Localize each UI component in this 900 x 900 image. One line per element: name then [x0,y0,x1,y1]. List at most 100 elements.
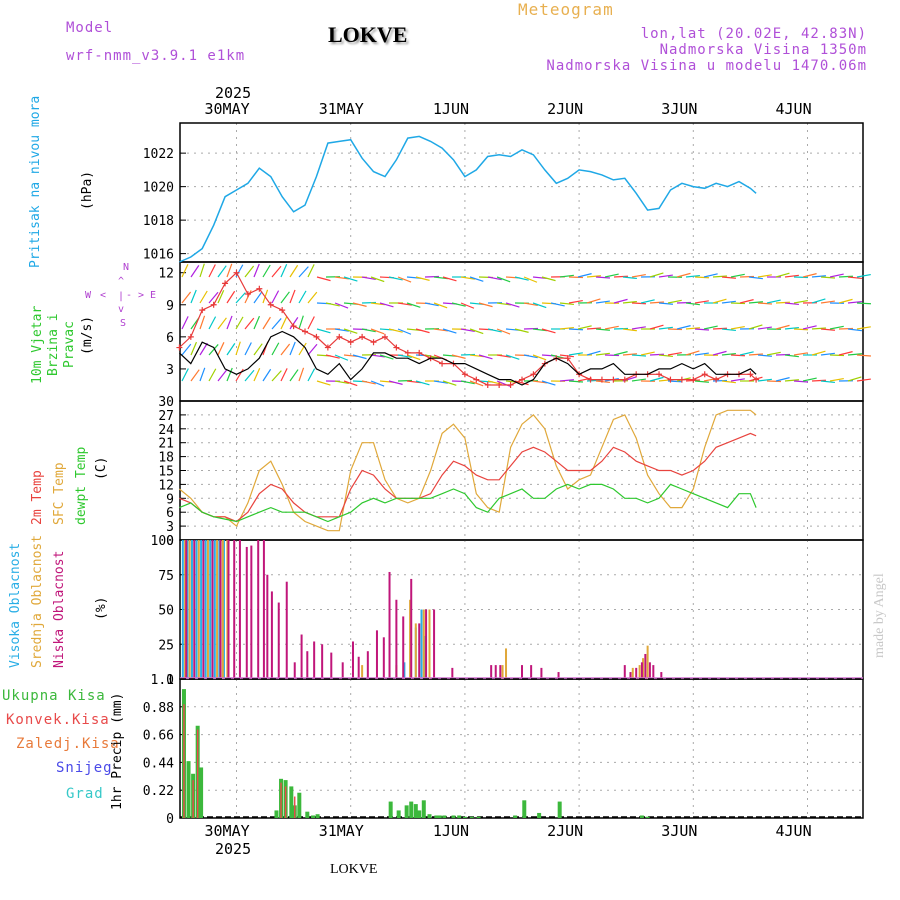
wind-arrow [397,276,412,283]
y-tick-label: 0.22 [143,784,174,799]
pressure-line [179,135,757,263]
compass-mark: - [126,290,133,301]
wind-arrow [181,368,189,382]
cloud-low-bar [357,656,360,679]
precip-total-bar [409,801,414,818]
cloud-low-bar [341,662,344,679]
cloud-low-bar [402,616,405,679]
wind-arrow [271,265,282,278]
wind-arrow [721,380,736,384]
y-tick-label: 6 [166,331,174,346]
wind-arrow [856,326,871,330]
wind-arrow [613,275,629,278]
cloud-mid-bar [422,609,425,679]
precip-total-bar [537,812,542,818]
wind-gust-point [598,376,605,383]
coords: lon,lat (20.02E, 42.83N) [640,26,867,42]
precip-total-bar [396,810,401,818]
wind-arrow [253,315,261,330]
cloud-low-bar [425,609,428,679]
bottom-day-label: 4JUN [775,822,812,840]
cloud-high-bar [190,540,193,679]
elevation: Nadmorska Visina 1350m [659,42,867,58]
cloud-low-bar [250,545,253,679]
wind-arrow [676,272,691,278]
wind-arrow [793,328,809,331]
wind-arrow [649,272,664,278]
wind-gust-point [667,376,674,383]
wind-gust-point [507,381,514,388]
wind-arrow [487,328,502,333]
cloud-low-bar [499,665,502,679]
wind-gust-point [187,333,194,340]
wind-arrow [451,302,466,307]
wind-arrow [271,318,282,330]
cloud-low-bar [540,667,543,679]
wind-gust-point [678,376,685,383]
wind-arrow [523,302,538,307]
cloud-low-bar [388,571,391,679]
wind-gust-point [302,328,309,335]
cloud-low-bar [233,540,236,679]
cloud-low-bar [185,540,188,679]
wind-arrow [442,276,457,282]
wind-arrow [298,367,305,382]
precip-total-bar [413,804,418,818]
wind-gust-point [747,371,754,378]
cloud-mid-bar [646,645,649,679]
wind-arrow [721,300,736,304]
wind-arrow [235,341,241,356]
wind-arrow [559,326,574,330]
y-tick-label: 1020 [143,181,174,196]
wind-arrow [199,263,205,278]
wind-arrow [208,291,219,304]
cloud-high-bar [195,540,198,679]
wind-arrow [433,302,448,309]
year-top: 2025 [215,84,252,102]
cloud-low-bar [644,653,647,679]
wind-arrow [523,354,538,359]
wind-arrow [856,354,872,357]
cloud-high-bar [181,540,184,679]
cloud-low-bar [521,665,523,679]
wind-arrow [595,276,611,279]
wind-arrow [181,316,189,330]
wind-arrow [829,377,844,382]
cloud-low-bar [530,665,533,679]
wind-arrow [766,299,781,304]
compass-mark: | [118,291,125,302]
wind-arrow [856,378,871,382]
wind-arrow [307,343,318,356]
wind-arrow [721,352,736,356]
wind-arrow [649,376,664,382]
wind-arrow [469,354,484,358]
cloud-low-bar [238,540,241,679]
y-tick-label: 25 [158,638,174,653]
wind-arrow [532,302,547,309]
wind-arrow [658,302,673,305]
precip-total-bar [639,815,644,818]
wind-arrow [541,380,556,386]
wind-arrow [316,380,331,386]
bottom-day-label: 31MAY [318,822,364,840]
wind-arrow [397,328,412,335]
wind-arrow [361,276,376,281]
wind-arrow [217,317,227,330]
wind-arrow [748,276,763,280]
wind-arrow [469,380,484,387]
wind-gust-point [267,301,274,308]
y-tick-label: 0 [166,812,174,827]
cloud-mid-bar [197,540,200,679]
cloud-high-bar [218,540,221,679]
wind-arrow [784,326,799,330]
wind-arrow [541,328,556,334]
wind-gust-point [381,333,388,340]
precip-total-bar [404,805,409,818]
compass-mark: ^ [118,276,125,287]
y-tick-label: 3 [166,363,174,378]
wind-arrow [811,379,827,382]
wind-arrow [685,327,700,330]
wind-arrow [757,326,772,330]
wind-arrow [334,328,349,332]
wind-arrow [811,298,826,304]
